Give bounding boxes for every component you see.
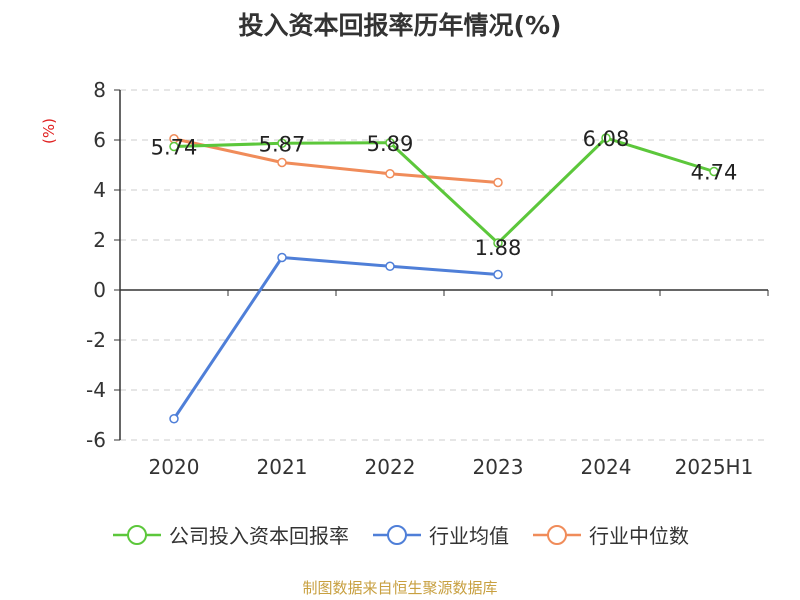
data-label: 5.87 xyxy=(259,132,306,156)
data-point xyxy=(385,138,395,148)
x-tick-label: 2020 xyxy=(149,455,200,479)
legend-item[interactable]: 公司投入资本回报率 xyxy=(111,520,349,549)
data-point xyxy=(277,252,287,263)
data-label: 4.74 xyxy=(691,161,738,185)
data-point xyxy=(277,138,287,148)
y-tick-label: 2 xyxy=(93,228,106,252)
x-tick-label: 2023 xyxy=(473,455,524,479)
y-tick-label: -2 xyxy=(86,328,106,352)
legend-line-marker-icon xyxy=(113,524,161,545)
y-tick-label: -6 xyxy=(86,428,106,452)
legend-line-marker-icon xyxy=(533,524,581,545)
data-point xyxy=(493,238,503,248)
y-tick-label: 8 xyxy=(93,78,106,102)
data-point xyxy=(277,157,287,168)
series-line xyxy=(173,136,715,245)
chart-title: 投入资本回报率历年情况(%) xyxy=(238,11,562,40)
legend-label: 行业中位数 xyxy=(589,524,689,548)
legend-label: 公司投入资本回报率 xyxy=(169,524,349,548)
y-tick-label: 4 xyxy=(93,178,106,202)
data-point xyxy=(709,166,719,177)
data-label: 6.08 xyxy=(583,127,630,151)
legend-label: 行业均值 xyxy=(429,524,509,548)
data-point xyxy=(493,269,503,280)
data-point xyxy=(169,141,179,152)
data-source-note: 制图数据来自恒生聚源数据库 xyxy=(302,579,498,597)
data-point xyxy=(601,133,611,143)
data-label: 5.74 xyxy=(151,136,198,160)
data-point xyxy=(169,414,179,424)
x-tick-label: 2024 xyxy=(581,455,632,479)
data-point xyxy=(385,169,395,179)
data-point xyxy=(493,177,503,188)
data-label: 1.88 xyxy=(475,236,522,260)
y-tick-label: -4 xyxy=(86,378,106,402)
series-line xyxy=(172,256,499,420)
data-label: 5.89 xyxy=(367,132,414,156)
y-tick-label: 6 xyxy=(93,128,106,152)
x-tick-label: 2025H1 xyxy=(675,455,754,479)
series-line xyxy=(173,137,499,184)
legend-item[interactable]: 行业中位数 xyxy=(531,520,689,549)
y-tick-label: 0 xyxy=(93,278,106,302)
chart-legend: 公司投入资本回报率 行业均值 行业中位数 xyxy=(0,520,800,549)
x-tick-label: 2022 xyxy=(365,455,416,479)
legend-line-marker-icon xyxy=(373,524,421,545)
legend-item[interactable]: 行业均值 xyxy=(371,520,509,549)
x-tick-label: 2021 xyxy=(257,455,308,479)
data-point xyxy=(385,261,395,271)
